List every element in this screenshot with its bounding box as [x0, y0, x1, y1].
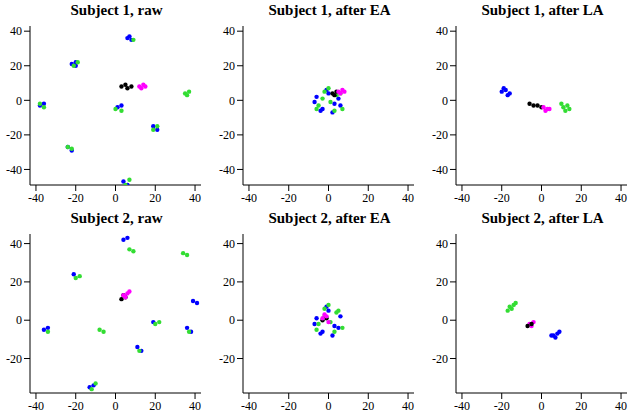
svg-text:0: 0	[442, 313, 448, 327]
svg-text:-40: -40	[28, 191, 44, 205]
svg-text:0: 0	[229, 94, 235, 108]
svg-text:-40: -40	[454, 191, 470, 205]
svg-text:-20: -20	[494, 398, 510, 412]
svg-text:40: 40	[223, 236, 235, 250]
svg-text:20: 20	[436, 275, 448, 289]
svg-text:20: 20	[362, 398, 374, 412]
svg-text:-40: -40	[454, 398, 470, 412]
svg-text:-20: -20	[68, 398, 84, 412]
svg-text:0: 0	[16, 313, 22, 327]
svg-text:-20: -20	[68, 191, 84, 205]
svg-text:-40: -40	[28, 398, 44, 412]
svg-text:0: 0	[326, 398, 332, 412]
svg-text:20: 20	[575, 191, 587, 205]
svg-text:40: 40	[189, 398, 201, 412]
svg-text:40: 40	[10, 236, 22, 250]
svg-text:20: 20	[10, 275, 22, 289]
svg-text:20: 20	[223, 275, 235, 289]
svg-text:-40: -40	[241, 191, 257, 205]
svg-text:0: 0	[539, 398, 545, 412]
svg-text:0: 0	[113, 398, 119, 412]
html-text:Subject 2, raw: Subject 2, raw	[70, 209, 163, 226]
svg-text:20: 20	[149, 398, 161, 412]
svg-text:-20: -20	[8, 351, 22, 365]
svg-text:40: 40	[615, 398, 627, 412]
svg-text:20: 20	[362, 191, 374, 205]
svg-text:0: 0	[326, 191, 332, 205]
svg-text:40: 40	[189, 191, 201, 205]
svg-text:20: 20	[575, 398, 587, 412]
svg-text:40: 40	[402, 191, 414, 205]
html-text:Subject 2, after LA: Subject 2, after LA	[481, 209, 604, 226]
svg-text:-40: -40	[432, 163, 448, 177]
svg-text:-20: -20	[219, 351, 235, 365]
svg-text:40: 40	[615, 191, 627, 205]
svg-text:20: 20	[436, 59, 448, 73]
svg-text:0: 0	[539, 191, 545, 205]
svg-text:-20: -20	[219, 128, 235, 142]
svg-text:-20: -20	[8, 128, 22, 142]
svg-text:40: 40	[436, 24, 448, 38]
svg-text:-20: -20	[432, 128, 448, 142]
html-text:Subject 1, raw: Subject 1, raw	[70, 2, 163, 18]
svg-text:0: 0	[16, 94, 22, 108]
svg-text:-20: -20	[281, 398, 297, 412]
svg-text:0: 0	[229, 313, 235, 327]
svg-text:40: 40	[402, 398, 414, 412]
html-text:Subject 1, after EA: Subject 1, after EA	[268, 2, 391, 18]
svg-text:20: 20	[223, 59, 235, 73]
svg-text:20: 20	[149, 191, 161, 205]
svg-text:-20: -20	[432, 351, 448, 365]
svg-text:-40: -40	[219, 163, 235, 177]
svg-text:40: 40	[10, 24, 22, 38]
svg-text:40: 40	[223, 24, 235, 38]
html-text:Subject 2, after EA: Subject 2, after EA	[268, 209, 391, 226]
svg-text:0: 0	[442, 94, 448, 108]
svg-text:40: 40	[436, 236, 448, 250]
html-text:Subject 1, after LA: Subject 1, after LA	[481, 2, 604, 18]
svg-text:-40: -40	[8, 163, 22, 177]
svg-text:0: 0	[113, 191, 119, 205]
svg-text:-40: -40	[241, 398, 257, 412]
svg-text:20: 20	[10, 59, 22, 73]
svg-text:-20: -20	[281, 191, 297, 205]
svg-text:-20: -20	[494, 191, 510, 205]
